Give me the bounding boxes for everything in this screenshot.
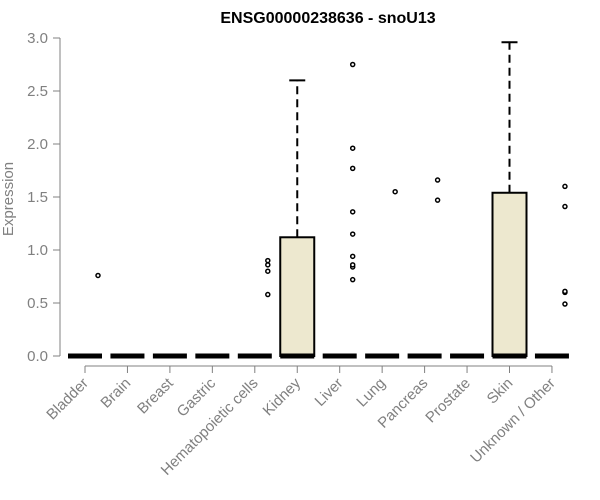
outlier-point (434, 197, 441, 203)
outlier-point (349, 61, 356, 68)
y-axis: 0.0 0.5 1.0 1.5 2.0 2.5 3.0 (27, 30, 61, 365)
x-tick-label: Breast (134, 374, 177, 417)
box-skin (491, 41, 528, 359)
y-tick-label: 3.0 (27, 30, 48, 47)
y-tick-label: 2.5 (27, 83, 48, 100)
outlier-point (95, 272, 101, 279)
outlier-point (349, 262, 356, 268)
chart-title: ENSG00000238636 - snoU13 (220, 10, 435, 27)
plot-area (68, 41, 569, 359)
box-body (279, 236, 316, 357)
y-tick-label: 1.0 (27, 242, 48, 259)
outlier-point (265, 291, 271, 298)
outlier-point (562, 203, 568, 210)
y-tick-label: 0.0 (27, 348, 48, 365)
x-tick-label: Prostate (422, 375, 474, 427)
outlier-point (392, 188, 398, 195)
y-tick-label: 1.5 (27, 189, 48, 206)
outlier-point (349, 231, 356, 237)
box-kidney (279, 79, 316, 359)
box-pancreas (407, 177, 442, 359)
box-hematopoietic-cells (237, 257, 272, 359)
y-axis-title: Expression (0, 162, 17, 236)
x-tick-label: Lung (353, 375, 389, 411)
x-tick-label: Liver (312, 375, 347, 410)
outlier-point (349, 165, 356, 172)
box-liver (322, 61, 357, 359)
y-tick-label: 0.5 (27, 295, 48, 312)
box-body (491, 191, 528, 357)
box-lung (365, 188, 400, 359)
outlier-point (562, 288, 568, 295)
outlier-point (265, 257, 271, 264)
x-tick-label: Brain (97, 375, 134, 412)
box-bladder (68, 272, 102, 359)
x-tick-label: Skin (484, 375, 517, 408)
outlier-point (349, 145, 356, 151)
box-unknown-other (534, 183, 569, 359)
outlier-point (349, 253, 356, 260)
outlier-point (562, 301, 568, 307)
outlier-point (265, 268, 271, 274)
outlier-point (265, 262, 271, 268)
outlier-point (349, 276, 356, 283)
y-tick-label: 2.0 (27, 136, 48, 153)
outlier-point (434, 177, 441, 183)
outlier-point (349, 209, 356, 215)
x-tick-label: Kidney (260, 374, 305, 419)
x-tick-label: Bladder (43, 375, 92, 424)
outlier-point (562, 183, 568, 190)
